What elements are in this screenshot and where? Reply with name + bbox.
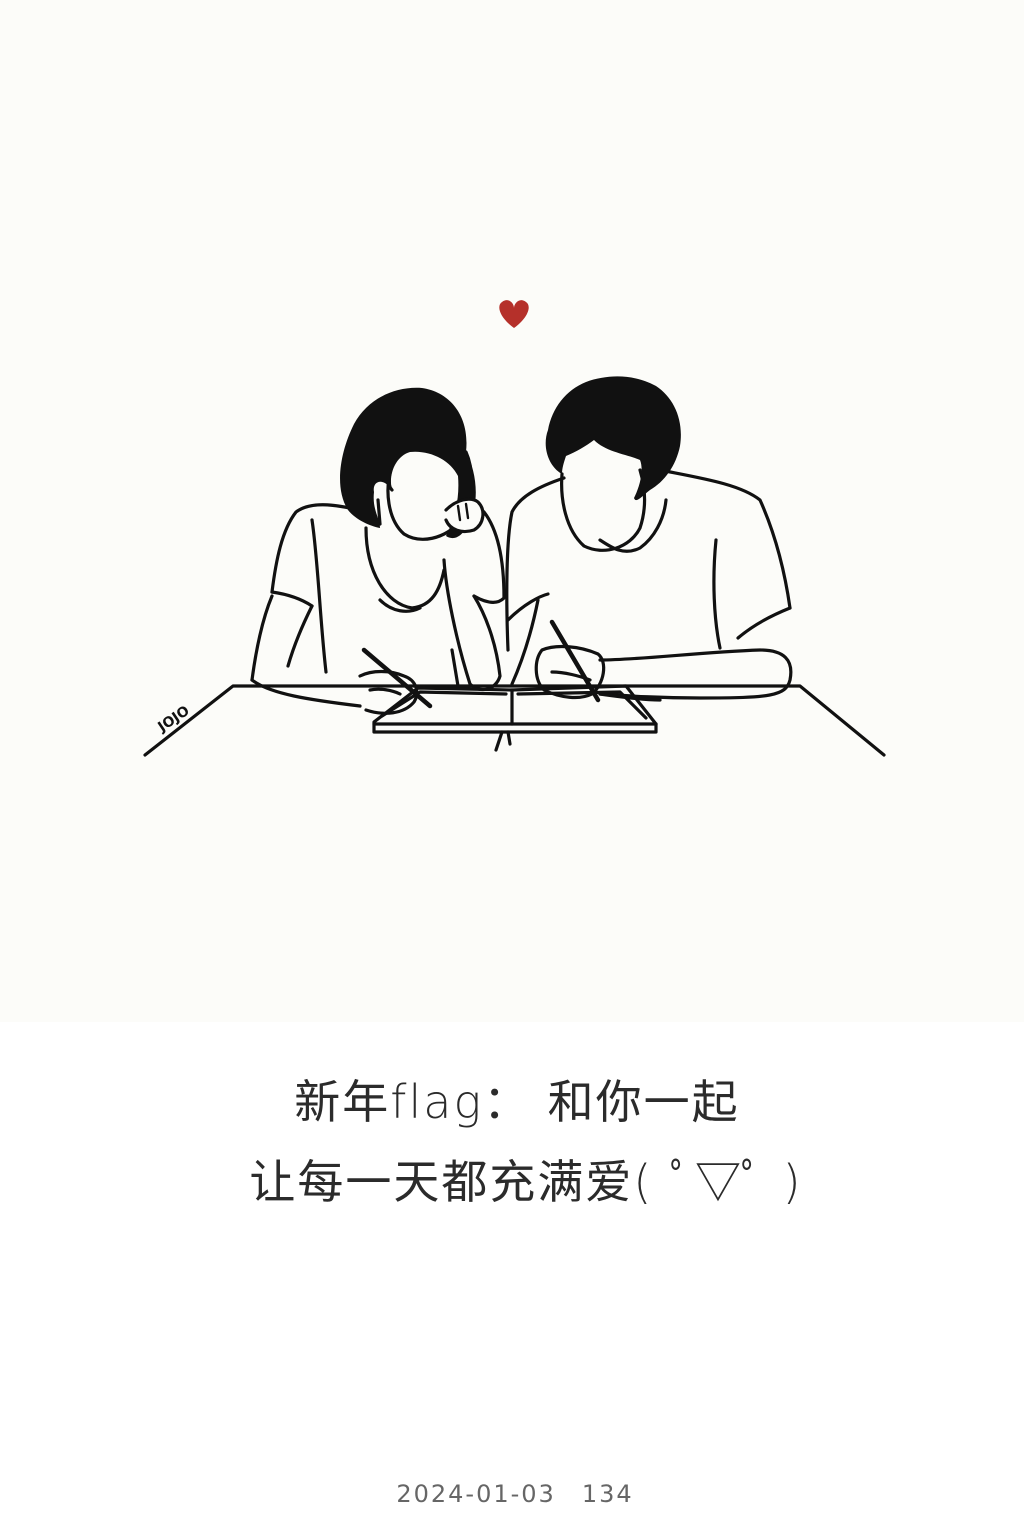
table-outline	[143, 684, 886, 757]
post-count: 134	[581, 1480, 634, 1508]
caption-line-1: 新年flag： 和你一起	[294, 1075, 740, 1129]
heart-icon	[499, 300, 529, 328]
couple-drawing: JOJO	[143, 300, 886, 757]
caption-line-2: 让每一天都充满爱( ﾟ▽ﾟ )	[249, 1155, 803, 1209]
post-date: 2024-01-03	[396, 1480, 556, 1508]
couple-illustration: JOJO	[143, 300, 886, 757]
footer: 2024-01-03 134	[0, 1480, 1024, 1508]
